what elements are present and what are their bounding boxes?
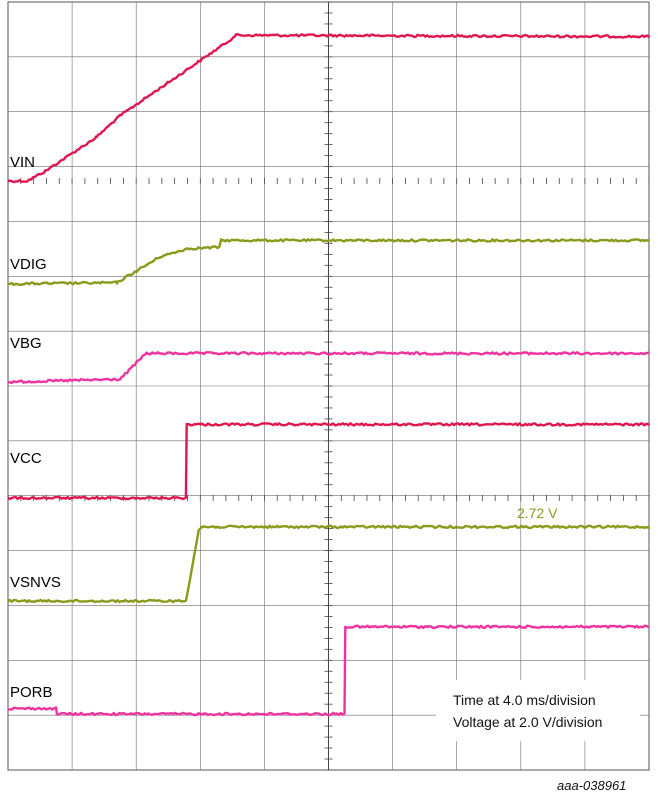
label-vbg: VBG — [10, 335, 42, 352]
label-vcc: VCC — [10, 450, 42, 467]
channel-labels: VIN VDIG VBG VCC VSNVS PORB — [10, 154, 61, 701]
time-scale-text: Time at 4.0 ms/division — [453, 692, 596, 708]
label-vsnvs: VSNVS — [10, 574, 61, 591]
label-porb: PORB — [10, 684, 53, 701]
traces — [7, 32, 651, 717]
trace-vdig — [7, 238, 650, 287]
voltage-scale-text: Voltage at 2.0 V/division — [453, 714, 602, 730]
trace-vsnvs — [7, 524, 651, 604]
trace-vin — [7, 32, 651, 184]
trace-vbg — [7, 351, 650, 385]
trace-porb — [7, 624, 650, 717]
vsnvs-level-annotation: 2.72 V — [517, 505, 558, 521]
label-vdig: VDIG — [10, 256, 47, 273]
info-box: Time at 4.0 ms/division Voltage at 2.0 V… — [436, 680, 640, 741]
trace-vcc — [7, 422, 651, 501]
figure-code: aaa-038961 — [557, 778, 626, 793]
label-vin: VIN — [10, 154, 35, 171]
